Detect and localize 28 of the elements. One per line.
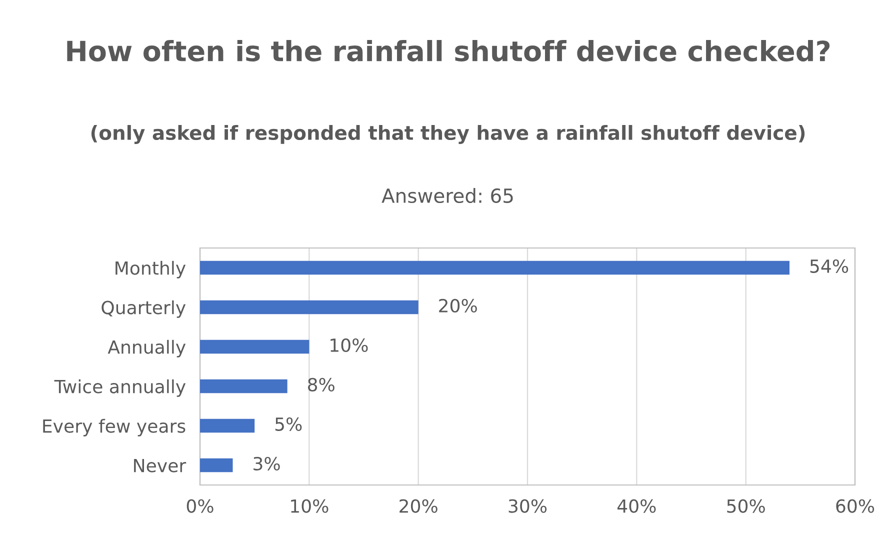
x-tick-label: 20% — [400, 499, 438, 513]
chart-title: How often is the rainfall shutoff device checked? — [67, 40, 830, 62]
chart-subtitle: (only asked if responded that they have a rainfall shutoff device) — [91, 125, 805, 144]
x-tick-label: 30% — [508, 499, 547, 513]
y-tick-label: Every few years — [43, 418, 186, 436]
x-tick-label: 60% — [836, 499, 874, 513]
bar — [200, 379, 288, 394]
bar — [200, 260, 790, 275]
data-label: 8% — [308, 378, 334, 392]
bar — [200, 458, 233, 472]
y-tick-label: Twice annually — [54, 379, 186, 397]
y-tick-label: Never — [134, 458, 186, 472]
x-tick-label: 0% — [186, 499, 214, 513]
data-label: 20% — [439, 298, 477, 312]
data-label: 3% — [254, 456, 280, 470]
x-tick-label: 40% — [617, 499, 656, 513]
bar — [200, 418, 255, 433]
data-label: 54% — [810, 259, 848, 273]
x-tick-label: 10% — [291, 499, 328, 513]
x-tick-label: 50% — [727, 499, 765, 513]
y-tick-label: Quarterly — [102, 300, 186, 318]
bar — [200, 340, 310, 354]
y-tick-label: Monthly — [116, 260, 186, 278]
text: Answered: 65 — [382, 188, 513, 204]
data-label: 5% — [275, 417, 302, 431]
data-label: 10% — [330, 338, 368, 352]
y-tick-label: Annually — [108, 340, 186, 358]
bar — [200, 300, 418, 314]
